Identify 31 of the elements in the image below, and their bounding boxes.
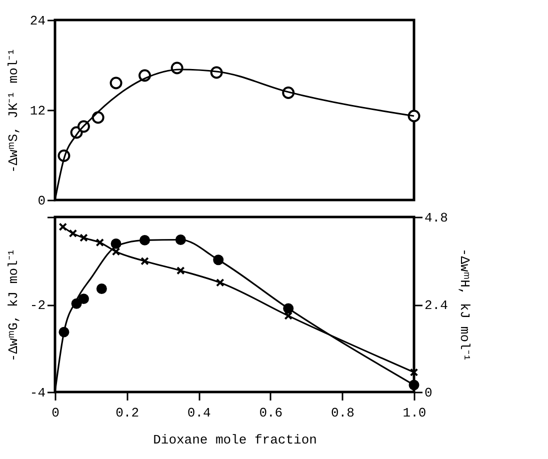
x-tick-label: 0.8 <box>330 406 354 420</box>
y2-tick-label: 2.4 <box>424 298 448 313</box>
x-axis-title: Dioxane mole fraction <box>153 432 317 448</box>
point <box>110 76 122 90</box>
y-tick-label: 24 <box>30 14 46 28</box>
x-tick-label: 1.0 <box>402 406 426 420</box>
y2-tick-label: 4.8 <box>424 210 448 226</box>
point <box>112 247 120 256</box>
point <box>176 266 185 275</box>
y2-tick-label: 0 <box>424 386 432 400</box>
y-axis-title: -ΔwᵐS, JK⁻¹ mol⁻¹ <box>6 48 21 174</box>
point <box>216 278 224 287</box>
y-tick-label: 12 <box>30 104 46 118</box>
point <box>78 294 89 304</box>
x-tick-label: 0.6 <box>259 406 283 420</box>
y-tick-label: -4 <box>30 386 46 400</box>
point <box>80 234 88 242</box>
point <box>140 256 149 266</box>
y2-axis-title: -ΔwᵐH, kJ mol⁻¹ <box>456 248 472 362</box>
point <box>284 312 293 320</box>
point <box>96 238 104 247</box>
y-tick-label: -2 <box>30 298 46 313</box>
x-tick-label: 0 <box>52 406 60 420</box>
point <box>410 368 418 376</box>
y-axis-title: -ΔwᵐG, kJ mol⁻¹ <box>6 248 21 362</box>
point <box>96 284 107 294</box>
x-tick-label: 0.2 <box>116 406 140 420</box>
point <box>68 229 78 238</box>
y-tick-label: 0 <box>38 194 46 208</box>
x-tick-label: 0.4 <box>187 406 211 420</box>
point <box>58 222 68 232</box>
